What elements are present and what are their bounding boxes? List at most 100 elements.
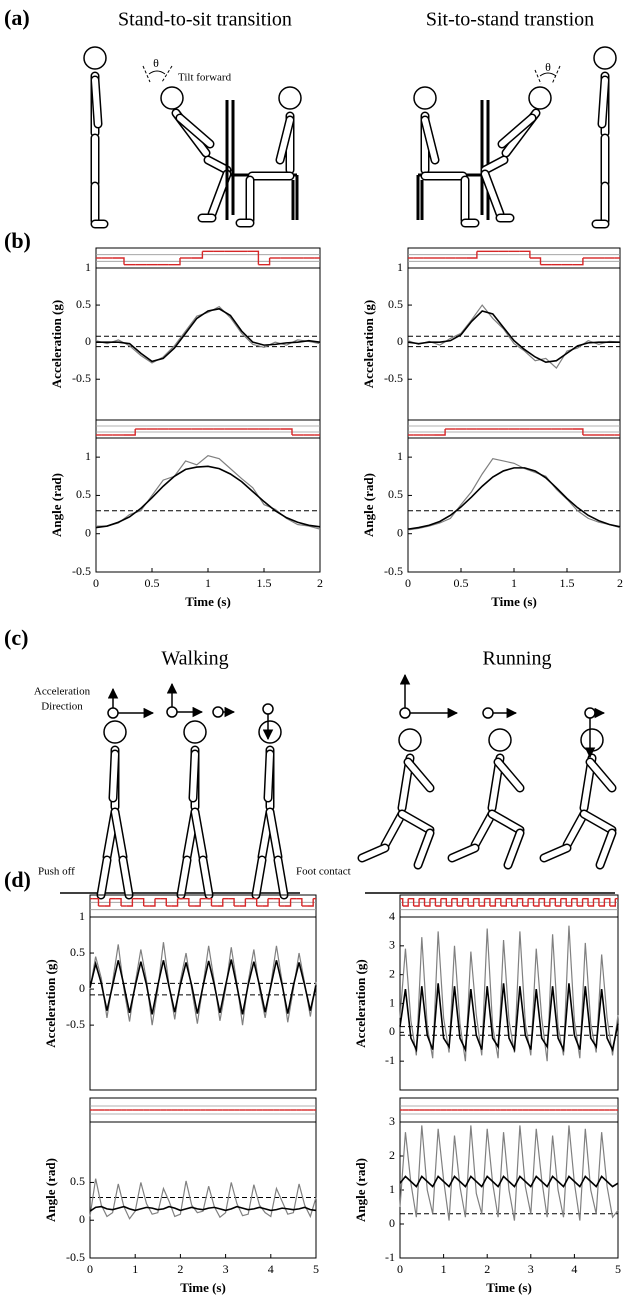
signal-line (96, 307, 320, 363)
panel-label: (d) (4, 867, 31, 892)
annotation: Push off (38, 866, 75, 878)
y-tick-label: 0.5 (70, 1174, 85, 1188)
y-tick-label: 0 (397, 525, 403, 539)
annotation: Foot contact (296, 866, 351, 878)
x-tick-label: 5 (313, 1262, 319, 1276)
signal-line (400, 1125, 618, 1220)
head (529, 87, 551, 109)
y-tick-label: -0.5 (384, 371, 403, 385)
x-tick-label: 0 (87, 1262, 93, 1276)
y-tick-label: 2 (389, 1148, 395, 1162)
y-tick-label: 0 (389, 1024, 395, 1038)
x-tick-label: 1 (205, 576, 211, 590)
limb (402, 814, 430, 830)
signal-line (90, 960, 316, 1015)
y-tick-label: 1 (397, 260, 403, 274)
head (399, 729, 421, 751)
y-tick-label: 2 (389, 966, 395, 980)
y-tick-label: -0.5 (66, 1017, 85, 1031)
y-tick-label: -0.5 (66, 1250, 85, 1264)
state-step (247, 251, 258, 264)
x-axis-label: Time (s) (185, 594, 231, 609)
y-tick-label: 1 (389, 995, 395, 1009)
x-tick-label: 1.5 (257, 576, 272, 590)
y-axis-label: Angle (rad) (49, 473, 64, 537)
signal-line (96, 309, 320, 362)
signal-line (96, 466, 320, 527)
direction-origin (483, 708, 493, 718)
y-axis-label: Angle (rad) (43, 1158, 58, 1222)
y-tick-label: -0.5 (72, 371, 91, 385)
direction-origin (167, 707, 177, 717)
head (594, 47, 616, 69)
x-tick-label: 3 (223, 1262, 229, 1276)
y-tick-label: 0.5 (76, 297, 91, 311)
x-tick-label: 1.5 (560, 576, 575, 590)
y-tick-label: 0 (85, 525, 91, 539)
tilt-arc (149, 71, 165, 74)
signal-line (408, 459, 620, 530)
limb (95, 80, 98, 124)
y-tick-label: 1 (397, 449, 403, 463)
figure: (a) (b) (c) (d) Stand-to-sit transition … (0, 0, 626, 1296)
panel-title: Stand-to-sit transition (118, 9, 292, 31)
limb (113, 754, 115, 798)
x-tick-label: 2 (617, 576, 623, 590)
limb (475, 814, 492, 845)
signal-line (408, 468, 620, 529)
illustrations (60, 66, 615, 893)
y-axis-label: Acceleration (g) (361, 300, 376, 388)
head (489, 729, 511, 751)
limb (602, 80, 605, 124)
x-tick-label: 0 (397, 1262, 403, 1276)
y-tick-label: 0.5 (70, 945, 85, 959)
y-tick-label: 0 (79, 981, 85, 995)
plot-frame (408, 438, 620, 572)
x-tick-label: 0 (405, 576, 411, 590)
direction-origin (585, 708, 595, 718)
plot-frame (96, 438, 320, 572)
head (161, 87, 183, 109)
direction-origin (263, 704, 273, 714)
x-tick-label: 4 (571, 1262, 577, 1276)
y-tick-label: -1 (385, 1250, 395, 1264)
y-tick-label: 3 (389, 938, 395, 952)
limb (492, 814, 520, 830)
y-tick-label: -0.5 (72, 564, 91, 578)
y-axis-label: Acceleration (g) (353, 959, 368, 1047)
x-tick-label: 4 (268, 1262, 274, 1276)
panel-title: Walking (161, 648, 228, 670)
x-tick-label: 1 (441, 1262, 447, 1276)
head (184, 721, 206, 743)
y-tick-label: -1 (385, 1053, 395, 1067)
x-tick-label: 1 (132, 1262, 138, 1276)
y-tick-label: 4 (389, 909, 395, 923)
direction-label: Acceleration (34, 686, 91, 698)
signal-line (90, 1179, 316, 1219)
y-tick-label: 0.5 (388, 297, 403, 311)
head (414, 87, 436, 109)
limb (193, 754, 195, 798)
limb (195, 812, 203, 857)
y-axis-label: Angle (rad) (353, 1158, 368, 1222)
head (581, 729, 603, 751)
y-axis-label: Acceleration (g) (49, 300, 64, 388)
direction-origin (108, 708, 118, 718)
limb (212, 174, 227, 214)
y-tick-label: 0.5 (388, 487, 403, 501)
x-axis-label: Time (s) (180, 1280, 226, 1295)
y-tick-label: 0 (85, 334, 91, 348)
panel-title: Sit-to-stand transtion (426, 9, 594, 31)
head (279, 87, 301, 109)
y-axis-label: Angle (rad) (361, 473, 376, 537)
x-tick-label: 2 (484, 1262, 490, 1276)
plot-frame (90, 1122, 316, 1258)
plot-frame (90, 917, 316, 1090)
y-tick-label: 1 (85, 449, 91, 463)
limb (567, 814, 584, 845)
limb (385, 814, 402, 845)
x-tick-label: 2 (177, 1262, 183, 1276)
y-tick-label: 0 (397, 334, 403, 348)
direction-origin (400, 708, 410, 718)
panel-label: (b) (4, 228, 31, 253)
